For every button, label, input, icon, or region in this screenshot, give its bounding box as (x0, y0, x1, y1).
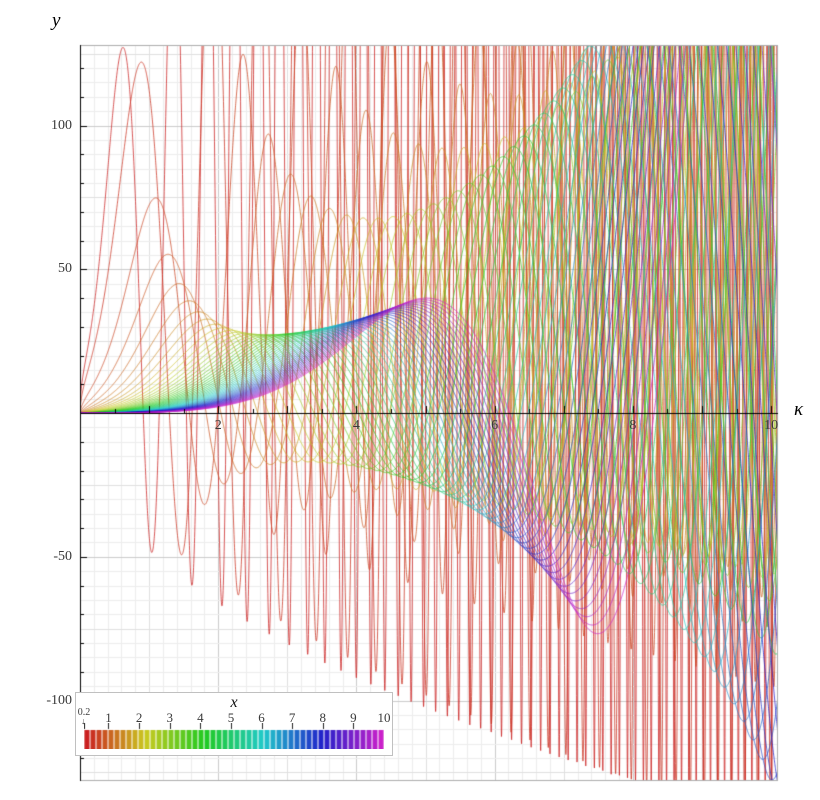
legend-below-range-label: 0.2 (77, 707, 91, 718)
legend-tick-label: 3 (166, 710, 173, 725)
legend-tick-label: 8 (319, 710, 327, 725)
y-axis-label: y (52, 10, 61, 31)
legend-colorbar (84, 723, 384, 749)
legend-below-range-arrow-icon: ↓ (81, 716, 86, 726)
legend-box: x 0.2 ↓ 1 2 3 4 5 6 7 8 9 10 (75, 692, 393, 756)
legend-tick-label: 4 (197, 710, 204, 725)
x-tick-label: 2 (214, 418, 222, 433)
x-tick-label: 6 (491, 418, 499, 433)
y-tick-label: -100 (46, 692, 72, 708)
x-tick-label: 4 (352, 418, 360, 433)
x-tick-label: 8 (629, 418, 637, 433)
legend-title: x (230, 694, 238, 711)
legend-tick-label: 10 (377, 710, 391, 725)
y-tick-label: -50 (53, 548, 72, 564)
y-tick-label: 50 (58, 261, 72, 277)
legend-tick-label: 9 (350, 710, 357, 725)
legend-tick-label: 2 (135, 710, 143, 725)
legend-tick-label: 5 (227, 710, 235, 725)
legend-tick-label: 1 (105, 710, 112, 725)
legend-tick-label: 6 (258, 710, 265, 725)
y-tick-label: 100 (51, 117, 72, 133)
x-tick-label: 10 (764, 418, 779, 433)
x-axis-label: κ (794, 399, 804, 420)
legend-tick-label: 7 (288, 710, 296, 725)
